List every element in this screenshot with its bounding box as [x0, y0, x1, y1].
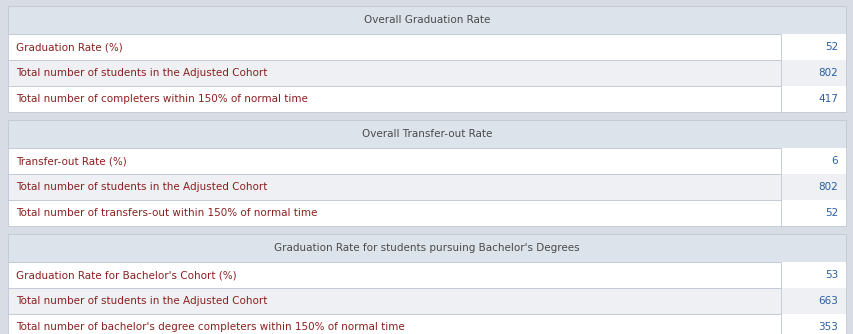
Bar: [8, 174, 845, 200]
Bar: [8, 200, 845, 226]
Text: Graduation Rate (%): Graduation Rate (%): [16, 42, 123, 52]
Bar: [8, 60, 845, 86]
Text: Overall Transfer-out Rate: Overall Transfer-out Rate: [362, 129, 491, 139]
Text: Total number of students in the Adjusted Cohort: Total number of students in the Adjusted…: [16, 68, 267, 78]
Bar: [780, 86, 845, 112]
Bar: [8, 234, 845, 262]
Bar: [780, 200, 845, 226]
Bar: [780, 148, 845, 174]
Text: 663: 663: [817, 296, 837, 306]
Text: 802: 802: [817, 182, 837, 192]
Text: 353: 353: [817, 322, 837, 332]
Bar: [8, 6, 845, 34]
Text: 52: 52: [824, 42, 837, 52]
Text: Graduation Rate for Bachelor's Cohort (%): Graduation Rate for Bachelor's Cohort (%…: [16, 270, 236, 280]
Text: Total number of bachelor's degree completers within 150% of normal time: Total number of bachelor's degree comple…: [16, 322, 404, 332]
Text: Graduation Rate for students pursuing Bachelor's Degrees: Graduation Rate for students pursuing Ba…: [274, 243, 579, 253]
Bar: [8, 34, 845, 60]
Bar: [8, 148, 845, 174]
Text: 6: 6: [831, 156, 837, 166]
Bar: [8, 86, 845, 112]
Text: 417: 417: [817, 94, 837, 104]
Text: Transfer-out Rate (%): Transfer-out Rate (%): [16, 156, 126, 166]
Text: Total number of transfers-out within 150% of normal time: Total number of transfers-out within 150…: [16, 208, 317, 218]
Text: 802: 802: [817, 68, 837, 78]
Text: Total number of students in the Adjusted Cohort: Total number of students in the Adjusted…: [16, 296, 267, 306]
Bar: [780, 314, 845, 334]
Text: 52: 52: [824, 208, 837, 218]
Text: 53: 53: [824, 270, 837, 280]
Bar: [8, 262, 845, 288]
Text: Total number of students in the Adjusted Cohort: Total number of students in the Adjusted…: [16, 182, 267, 192]
Bar: [8, 314, 845, 334]
Bar: [780, 34, 845, 60]
Text: Overall Graduation Rate: Overall Graduation Rate: [363, 15, 490, 25]
Bar: [780, 262, 845, 288]
Bar: [8, 288, 845, 314]
Text: Total number of completers within 150% of normal time: Total number of completers within 150% o…: [16, 94, 308, 104]
Bar: [780, 60, 845, 86]
Bar: [780, 288, 845, 314]
Bar: [780, 174, 845, 200]
Bar: [8, 120, 845, 148]
